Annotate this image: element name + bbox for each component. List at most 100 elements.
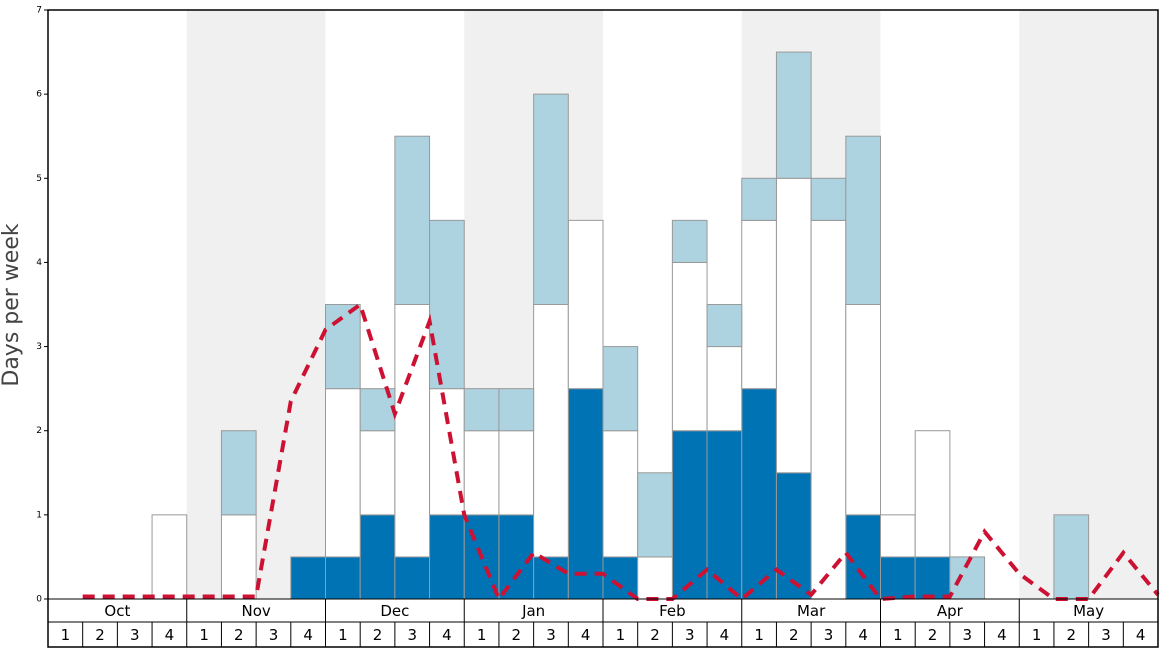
foreground: Oct Nov Dec Jan Feb Mar Apr May 0 1 2 3 4 5 6 7 1 2 3 4 1 2 3 4… xyxy=(36,6,1160,648)
x-tick-label: 2 xyxy=(234,626,244,644)
bar-segment xyxy=(429,219,465,390)
bar-segment xyxy=(706,346,743,432)
x-tick-label: 1 xyxy=(477,626,487,644)
bar-segment xyxy=(914,430,951,558)
bar-segment xyxy=(151,514,188,600)
bar-segment xyxy=(602,430,639,558)
month-label: Oct xyxy=(104,602,130,620)
x-tick-label: 4 xyxy=(997,626,1007,644)
bar-segment xyxy=(637,556,673,600)
x-tick-label: 2 xyxy=(373,626,383,644)
bar-segment xyxy=(463,388,500,432)
x-tick-label: 2 xyxy=(928,626,938,644)
bar-segment xyxy=(775,51,812,179)
x-tick-label: 1 xyxy=(61,626,71,644)
bar-segment xyxy=(810,219,847,600)
month-label: Nov xyxy=(241,602,270,620)
bar-segment xyxy=(394,135,431,305)
month-shade xyxy=(1019,10,1158,599)
bar-segment xyxy=(220,430,257,516)
bar-segment xyxy=(533,556,569,600)
bar-segment xyxy=(567,388,604,600)
x-tick-label: 3 xyxy=(1101,626,1111,644)
plot-frame xyxy=(47,9,1159,648)
bar-segment xyxy=(359,430,396,516)
x-tick-label: 3 xyxy=(685,626,695,644)
y-tick-label: 6 xyxy=(36,90,42,100)
bar-segment xyxy=(567,219,604,390)
bar-segment xyxy=(290,556,326,600)
month-label: Dec xyxy=(380,602,409,620)
y-tick-label: 2 xyxy=(36,426,42,436)
bar-segment xyxy=(498,430,535,516)
trend-line xyxy=(82,301,1160,604)
bar-segment xyxy=(741,177,777,221)
x-tick-label: 1 xyxy=(1032,626,1042,644)
bar-segment xyxy=(498,388,535,432)
x-tick-label: 2 xyxy=(512,626,522,644)
x-tick-label: 3 xyxy=(962,626,972,644)
bar-segment xyxy=(845,304,881,516)
bar-segment xyxy=(810,177,847,221)
x-tick-label: 4 xyxy=(442,626,452,644)
x-tick-label: 4 xyxy=(165,626,175,644)
month-label: May xyxy=(1073,602,1104,620)
month-label: Jan xyxy=(521,602,545,620)
bar-segment xyxy=(325,388,361,558)
x-tick-label: 4 xyxy=(303,626,313,644)
x-tick-label: 4 xyxy=(720,626,730,644)
y-tick-label: 4 xyxy=(36,258,42,268)
x-tick-label: 2 xyxy=(650,626,660,644)
x-tick-label: 4 xyxy=(858,626,868,644)
y-axis-label: Days per week xyxy=(0,223,24,386)
bar-segment xyxy=(1053,514,1090,600)
x-tick-label: 1 xyxy=(338,626,348,644)
month-label: Mar xyxy=(797,602,826,620)
x-tick-label: 3 xyxy=(269,626,279,644)
bar-segment xyxy=(429,514,465,600)
x-tick-label: 3 xyxy=(130,626,140,644)
x-tick-label: 1 xyxy=(616,626,626,644)
bar-segment xyxy=(706,304,743,348)
bar-segment xyxy=(880,514,916,558)
bar-segment xyxy=(914,556,951,600)
y-tick-label: 5 xyxy=(36,174,42,184)
bar-segment xyxy=(671,219,708,263)
bar-segment xyxy=(741,388,777,600)
x-tick-label: 4 xyxy=(581,626,591,644)
x-tick-label: 1 xyxy=(754,626,764,644)
bar-segment xyxy=(775,177,812,474)
bar-segment xyxy=(325,304,361,390)
x-tick-label: 4 xyxy=(1136,626,1146,644)
y-tick-label: 3 xyxy=(36,342,42,352)
x-tick-label: 2 xyxy=(95,626,105,644)
bar-segment xyxy=(637,472,673,558)
x-tick-label: 3 xyxy=(546,626,556,644)
x-tick-label: 3 xyxy=(407,626,417,644)
bar-segment xyxy=(602,346,639,432)
x-tick-label: 1 xyxy=(893,626,903,644)
bar-segment xyxy=(741,219,777,390)
bar-segment xyxy=(602,556,639,600)
x-tick-label: 3 xyxy=(824,626,834,644)
bar-segment xyxy=(220,514,257,600)
bar-segment xyxy=(325,556,361,600)
bar-segment xyxy=(845,135,881,305)
x-tick-label: 2 xyxy=(789,626,799,644)
bar-segment xyxy=(394,556,431,600)
month-label: Apr xyxy=(937,602,964,620)
bar-segment xyxy=(533,304,569,558)
y-tick-label: 7 xyxy=(36,6,42,16)
bar-segment xyxy=(671,261,708,432)
x-tick-label: 1 xyxy=(199,626,209,644)
bar-segment xyxy=(671,430,708,600)
y-tick-label: 1 xyxy=(36,510,42,520)
bar-segment xyxy=(498,514,535,600)
bar-segment xyxy=(706,430,743,600)
x-tick-label: 2 xyxy=(1067,626,1077,644)
bar-segment xyxy=(394,304,431,558)
bar-segment xyxy=(533,93,569,306)
y-tick-label: 0 xyxy=(36,595,42,605)
month-label: Feb xyxy=(659,602,686,620)
